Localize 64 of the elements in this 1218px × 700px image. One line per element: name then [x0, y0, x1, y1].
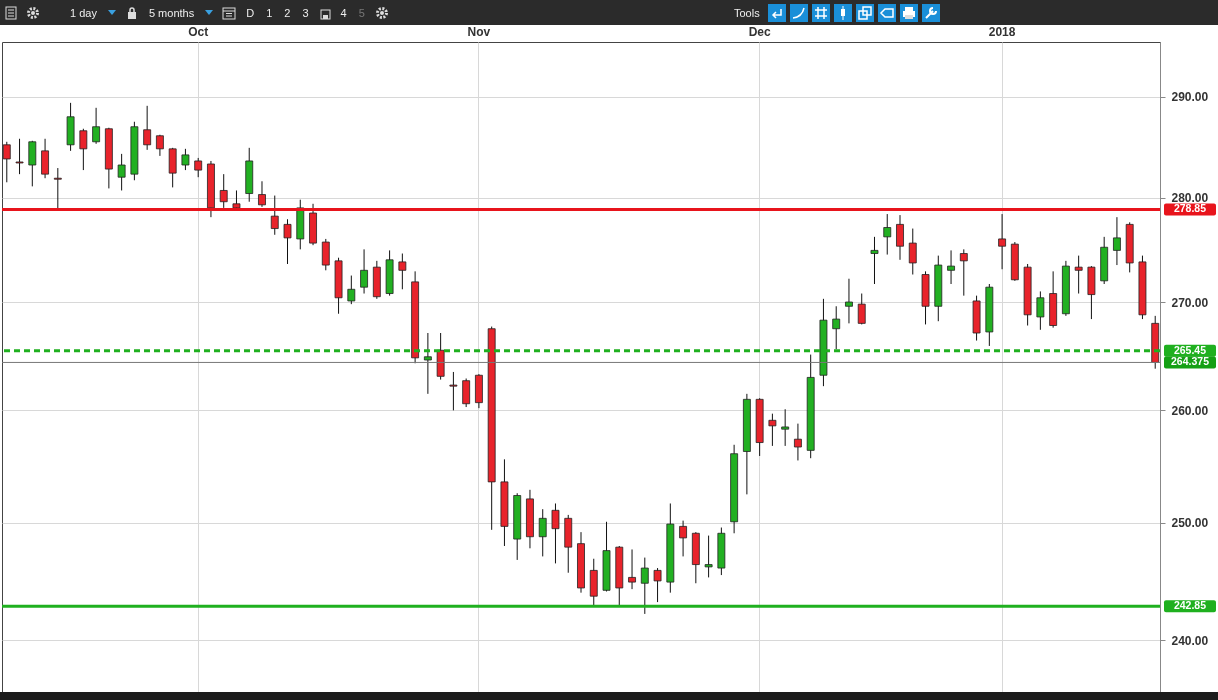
- candlestick: [321, 238, 330, 271]
- candlestick: [857, 293, 866, 325]
- candlestick: [551, 502, 560, 564]
- text: Tools: [734, 6, 760, 19]
- candlestick: [462, 378, 471, 408]
- text: 4: [340, 6, 347, 19]
- text: 5: [358, 6, 365, 19]
- text: D: [246, 6, 255, 19]
- ref-line-label: 278.85: [1173, 202, 1207, 215]
- candlestick: [653, 567, 662, 603]
- y-tick-label: 290.00: [1171, 90, 1209, 105]
- x-tick-label: 2018: [988, 24, 1016, 39]
- candlestick: [181, 148, 190, 171]
- candlestick: [449, 371, 458, 411]
- candlestick: [845, 278, 853, 324]
- candlestick: [908, 228, 917, 276]
- candlestick: [679, 520, 687, 557]
- text: 2: [284, 6, 291, 19]
- candlestick: [959, 248, 968, 297]
- candlestick: [117, 153, 126, 191]
- candlestick: [998, 213, 1006, 270]
- x-tick-label: Oct: [188, 24, 209, 39]
- candlestick: [283, 218, 292, 265]
- candlestick: [15, 138, 24, 175]
- y-tick-label: 240.00: [1171, 633, 1209, 648]
- ref-line-label: 242.85: [1173, 599, 1207, 612]
- y-tick-label: 270.00: [1171, 295, 1209, 310]
- text: 1: [266, 6, 273, 19]
- candlestick: [219, 173, 228, 209]
- candlestick: [1036, 290, 1045, 331]
- candlestick: [538, 508, 547, 557]
- ref-line-label: 265.45: [1173, 343, 1207, 356]
- ref-line-label: 264.375: [1171, 355, 1210, 368]
- candlestick: [768, 413, 777, 447]
- candlestick: [143, 105, 152, 151]
- candlestick: [704, 535, 713, 578]
- x-tick-label: Dec: [748, 24, 771, 39]
- x-tick-label: Nov: [467, 24, 491, 39]
- candlestick: [347, 275, 356, 305]
- text: 1 day: [70, 6, 97, 19]
- candlestick: [1113, 216, 1121, 266]
- candlestick: [41, 138, 49, 179]
- y-tick-label: 250.00: [1171, 516, 1209, 531]
- candlestick: [794, 423, 802, 461]
- text: 3: [302, 6, 309, 19]
- candlestick: [1074, 255, 1083, 295]
- candlestick: [896, 214, 904, 261]
- candlestick: [398, 253, 407, 290]
- candlestick: [258, 180, 266, 208]
- candlestick: [883, 213, 892, 256]
- candlestick: [870, 236, 879, 285]
- candlestick: [79, 128, 88, 171]
- candlestick: [194, 157, 203, 178]
- candlestick: [628, 548, 636, 590]
- candlestick: [270, 195, 279, 236]
- candlestick: [2, 141, 11, 183]
- candlestick: [360, 248, 368, 295]
- candlestick: [53, 167, 62, 210]
- candlestick: [92, 107, 101, 145]
- y-tick-label: 260.00: [1171, 403, 1209, 418]
- candlestick: [947, 249, 955, 285]
- candlestick: [781, 408, 790, 447]
- text: 5 months: [148, 6, 195, 19]
- candlestick: [28, 140, 37, 187]
